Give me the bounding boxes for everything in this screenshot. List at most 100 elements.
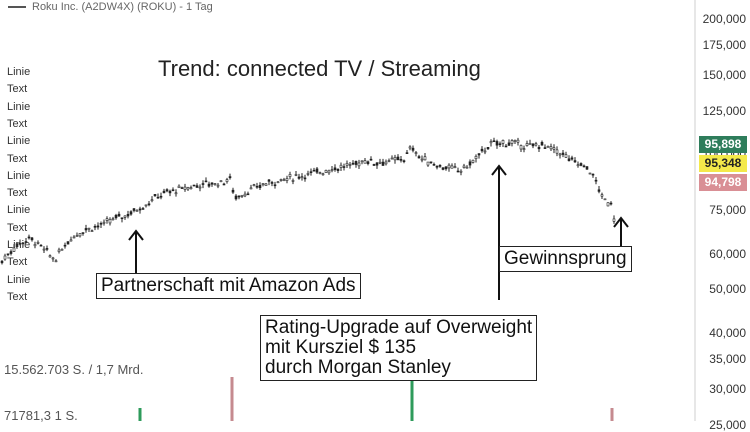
candle-body xyxy=(204,180,208,183)
candle-body xyxy=(444,166,448,170)
candle-body xyxy=(270,182,274,184)
candle-body xyxy=(486,147,490,150)
candle-body xyxy=(225,179,229,182)
candle-body xyxy=(528,143,532,145)
tool-text[interactable]: Text xyxy=(7,152,28,165)
y-tick-label: 40,000 xyxy=(709,325,746,340)
y-tick-label: 60,000 xyxy=(709,246,746,261)
candle-body xyxy=(54,260,58,263)
candle-body xyxy=(39,244,43,247)
candle-body xyxy=(231,189,235,193)
volume-bar xyxy=(410,377,414,421)
annotation-upgrade: Rating-Upgrade auf Overweight mit Kurszi… xyxy=(260,315,538,381)
candle-body xyxy=(456,170,460,173)
chart-title: Trend: connected TV / Streaming xyxy=(158,56,481,81)
candle-body xyxy=(384,161,388,165)
candle-body xyxy=(513,140,517,142)
candle-body xyxy=(303,177,307,180)
candle-body xyxy=(78,233,82,237)
tool-text[interactable]: Text xyxy=(7,290,28,303)
tool-line[interactable]: Linie xyxy=(7,100,31,113)
candle-body xyxy=(363,160,367,164)
candle-body xyxy=(234,195,238,200)
candle-body xyxy=(189,187,193,190)
candle-body xyxy=(342,166,346,168)
candle-body xyxy=(543,147,547,149)
candle-body xyxy=(522,148,526,150)
tool-text[interactable]: Text xyxy=(7,256,28,269)
candle-body xyxy=(111,218,115,221)
candle-body xyxy=(426,161,430,166)
candle-body xyxy=(123,215,127,218)
candle-body xyxy=(339,164,343,168)
candle-body xyxy=(360,160,364,163)
tool-line[interactable]: Linie xyxy=(7,66,31,78)
tool-line[interactable]: Linie xyxy=(7,169,31,182)
candle-body xyxy=(600,194,604,197)
tool-line[interactable]: Linie xyxy=(7,273,31,286)
candle-body xyxy=(495,141,499,146)
candle-body xyxy=(567,158,571,162)
candle-body xyxy=(18,242,22,245)
candle-body xyxy=(9,251,13,254)
candle-body xyxy=(153,194,157,197)
candle-body xyxy=(417,156,421,159)
candle-body xyxy=(471,159,475,163)
candle-body xyxy=(150,199,154,202)
candle-body xyxy=(243,193,247,197)
candle-body xyxy=(501,140,505,144)
tool-line[interactable]: Linie xyxy=(7,135,31,148)
candle-body xyxy=(21,242,25,245)
candle-body xyxy=(468,161,472,166)
candle-body xyxy=(144,204,148,207)
volume-total-label: 15.562.703 S. / 1,7 Mrd. xyxy=(4,362,144,377)
tool-text[interactable]: Text xyxy=(7,187,28,200)
candle-body xyxy=(516,139,520,143)
candle-body xyxy=(546,146,550,148)
candle-body xyxy=(381,161,385,166)
candle-body xyxy=(594,179,598,182)
candle-body xyxy=(510,140,514,144)
tool-line[interactable]: Linie xyxy=(7,239,31,251)
tool-text[interactable]: Text xyxy=(7,83,28,96)
candle-body xyxy=(120,217,124,220)
candle-body xyxy=(555,149,559,154)
candle-body xyxy=(162,190,166,194)
candle-body xyxy=(147,203,151,206)
candle-body xyxy=(390,157,394,160)
candle-body xyxy=(447,164,451,169)
candle-body xyxy=(201,183,205,185)
candle-body xyxy=(465,166,469,169)
tool-text[interactable]: Text xyxy=(7,221,28,234)
candle-body xyxy=(327,170,331,174)
candle-body xyxy=(72,236,76,239)
tool-text[interactable]: Text xyxy=(7,117,28,130)
y-tick-label: 25,000 xyxy=(709,417,746,432)
candle-body xyxy=(237,195,241,198)
candle-body xyxy=(186,187,190,190)
candle-body xyxy=(387,160,391,162)
annotation-earnings: Gewinnsprung xyxy=(499,246,632,272)
candle-body xyxy=(582,165,586,168)
candle-body xyxy=(279,179,283,181)
price-chart xyxy=(0,0,696,421)
volume-bar xyxy=(610,408,614,421)
candle-body xyxy=(423,156,427,161)
candle-body xyxy=(6,253,10,256)
tool-line[interactable]: Linie xyxy=(7,204,31,217)
candle-body xyxy=(264,183,268,186)
volume-value-label: 71781,3 1 S. xyxy=(4,408,78,423)
candle-body xyxy=(228,176,232,179)
candle-body xyxy=(348,164,352,166)
candle-body xyxy=(198,186,202,189)
candle-body xyxy=(588,172,592,175)
candle-body xyxy=(15,243,19,248)
candle-body xyxy=(249,187,253,190)
candle-body xyxy=(375,162,379,166)
candle-body xyxy=(441,167,445,170)
candle-body xyxy=(273,184,277,187)
candle-body xyxy=(432,164,436,166)
candle-body xyxy=(462,165,466,168)
candle-body xyxy=(534,143,538,146)
